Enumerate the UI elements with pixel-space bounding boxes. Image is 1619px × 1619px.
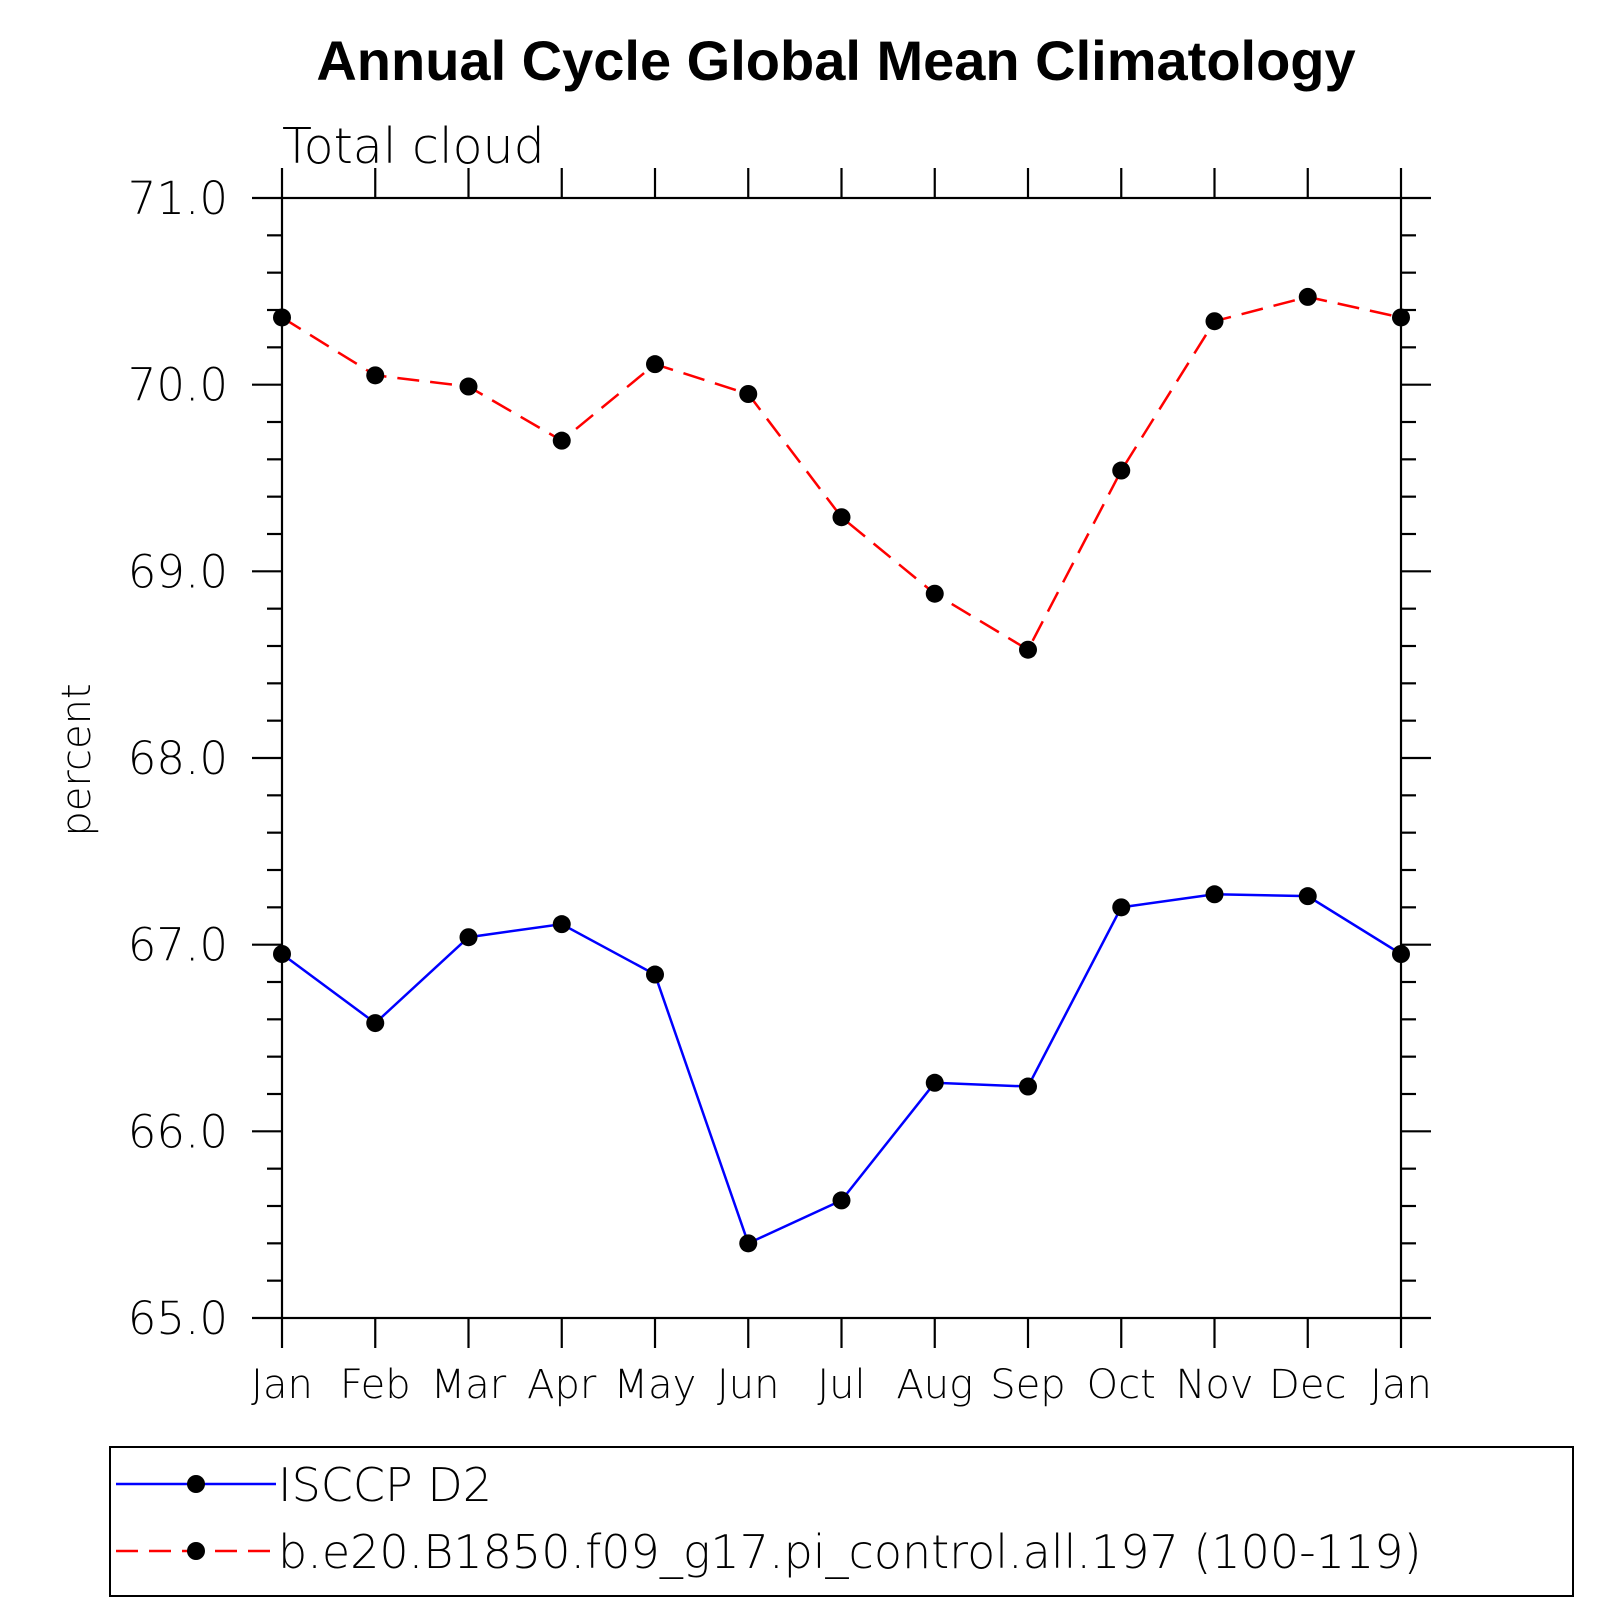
y-axis-label: percent bbox=[54, 683, 100, 836]
y-tick-label: 68.0 bbox=[128, 732, 228, 785]
data-point bbox=[552, 431, 571, 450]
data-point bbox=[832, 508, 851, 527]
legend-entry-2: b.e20.B1850.f09_g17.pi_control.all.197 (… bbox=[116, 1525, 1422, 1579]
y-tick-label: 65.0 bbox=[128, 1292, 228, 1345]
data-point bbox=[925, 1073, 944, 1092]
legend: ISCCP D2 b.e20.B1850.f09_g17.pi_control.a… bbox=[109, 1446, 1574, 1597]
series-layer bbox=[273, 287, 1410, 1253]
x-tick-label: May bbox=[614, 1362, 697, 1408]
chart-subtitle: Total cloud bbox=[282, 118, 545, 175]
data-point bbox=[366, 1014, 385, 1033]
series-line bbox=[281, 295, 1402, 652]
series-2 bbox=[273, 287, 1410, 659]
x-tick-label: Nov bbox=[1175, 1362, 1253, 1408]
series-line bbox=[281, 893, 1402, 1246]
data-point bbox=[1112, 461, 1131, 480]
legend-label: ISCCP D2 bbox=[278, 1458, 492, 1512]
data-point bbox=[459, 928, 478, 947]
data-point bbox=[366, 366, 385, 385]
x-tick-label: Jan bbox=[1370, 1362, 1432, 1408]
data-point bbox=[1298, 887, 1317, 906]
x-tick-label: Apr bbox=[527, 1362, 597, 1408]
data-point bbox=[1298, 287, 1317, 306]
legend-box bbox=[109, 1446, 1574, 1597]
data-point bbox=[1112, 898, 1131, 917]
plot-frame bbox=[280, 196, 1403, 1320]
y-tick-label: 69.0 bbox=[128, 545, 228, 598]
y-tick-label: 71.0 bbox=[128, 172, 228, 225]
data-point bbox=[832, 1191, 851, 1210]
x-tick-label: Jun bbox=[717, 1362, 780, 1408]
x-tick-label: Jul bbox=[817, 1362, 865, 1408]
legend-marker bbox=[187, 1542, 205, 1560]
x-tick-label: Aug bbox=[896, 1362, 973, 1408]
x-tick-labels: Jan Feb Mar Apr May Jun Jul Aug Sep Oct Nov Dec Jan bbox=[251, 1362, 1432, 1408]
y-tick-label: 67.0 bbox=[128, 919, 228, 972]
x-tick-label: Oct bbox=[1087, 1362, 1156, 1408]
data-point bbox=[646, 355, 664, 374]
y-tick-label: 70.0 bbox=[128, 359, 228, 412]
data-point bbox=[925, 584, 944, 603]
chart-title: Annual Cycle Global Mean Climatology bbox=[316, 29, 1355, 92]
legend-entries: ISCCP D2 b.e20.B1850.f09_g17.pi_control.a… bbox=[116, 1458, 1422, 1579]
data-point bbox=[1205, 312, 1224, 331]
data-point bbox=[1019, 640, 1037, 659]
x-tick-label: Mar bbox=[431, 1362, 507, 1408]
data-point bbox=[739, 385, 758, 403]
legend-label: b.e20.B1850.f09_g17.pi_control.all.197 (… bbox=[278, 1525, 1422, 1579]
y-tick-label: 66.0 bbox=[128, 1105, 228, 1158]
x-tick-label: Dec bbox=[1269, 1362, 1346, 1408]
y-tick-labels: 65.0 66.0 67.0 68.0 69.0 70.0 71.0 bbox=[128, 172, 228, 1345]
data-point bbox=[1019, 1077, 1037, 1096]
x-tick-label: Jan bbox=[251, 1362, 313, 1408]
axis-ticks bbox=[252, 168, 1431, 1348]
data-point bbox=[459, 377, 478, 396]
legend-marker bbox=[187, 1475, 205, 1493]
data-point bbox=[739, 1234, 758, 1253]
x-tick-label: Feb bbox=[340, 1362, 411, 1408]
x-tick-label: Sep bbox=[990, 1362, 1065, 1408]
data-point bbox=[552, 915, 571, 934]
series-1 bbox=[273, 885, 1410, 1253]
legend-entry-1: ISCCP D2 bbox=[116, 1458, 492, 1512]
data-point bbox=[646, 965, 664, 984]
data-point bbox=[1205, 885, 1224, 904]
